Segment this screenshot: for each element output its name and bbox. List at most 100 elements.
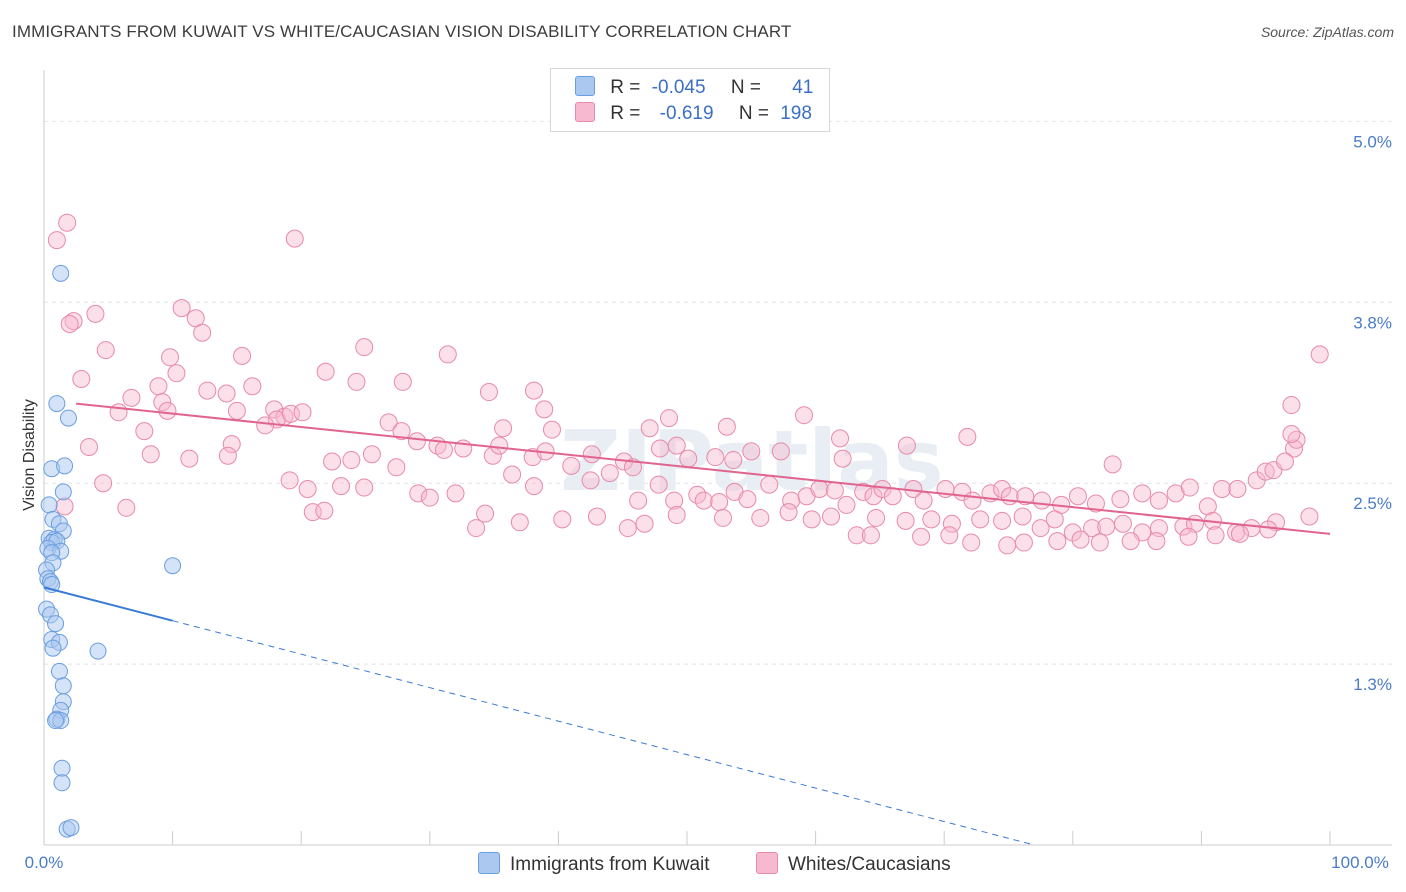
data-point-whites xyxy=(315,501,334,520)
x-tick-label: 100.0% xyxy=(1331,853,1389,872)
legend-r-label: R = xyxy=(610,103,641,124)
data-point-kuwait xyxy=(54,677,72,695)
data-point-whites xyxy=(1090,533,1109,552)
data-point-whites xyxy=(640,419,659,438)
data-point-whites xyxy=(1310,345,1329,364)
data-point-whites xyxy=(293,403,312,422)
data-point-kuwait xyxy=(53,774,71,792)
data-point-whites xyxy=(1212,479,1231,498)
data-point-whites xyxy=(362,445,381,464)
bottom-legend-kuwait: Immigrants from Kuwait xyxy=(478,852,710,876)
data-point-whites xyxy=(80,438,99,457)
data-point-kuwait xyxy=(50,662,68,680)
data-point-whites xyxy=(167,364,186,383)
trend-line-whites xyxy=(76,402,1331,535)
data-point-whites xyxy=(256,416,275,435)
data-point-whites xyxy=(810,479,829,498)
data-point-whites xyxy=(649,475,668,494)
data-point-whites xyxy=(582,445,601,464)
data-point-whites xyxy=(659,409,678,428)
data-point-whites xyxy=(222,435,241,454)
data-point-whites xyxy=(993,511,1012,530)
legend-swatch-pink xyxy=(575,102,595,122)
data-point-whites xyxy=(1113,514,1132,533)
data-point-whites xyxy=(795,406,814,425)
data-point-whites xyxy=(1300,507,1319,526)
data-point-whites xyxy=(1045,510,1064,529)
trend-lines xyxy=(43,402,1331,846)
data-point-whites xyxy=(963,491,982,510)
data-point-whites xyxy=(434,440,453,459)
data-point-whites xyxy=(172,299,191,318)
legend-n-label: N = xyxy=(738,103,769,124)
data-point-whites xyxy=(479,383,498,402)
data-point-whites xyxy=(141,445,160,464)
data-point-kuwait xyxy=(59,409,77,427)
data-point-whites xyxy=(847,526,866,545)
data-point-whites xyxy=(600,464,619,483)
data-point-whites xyxy=(553,510,572,529)
data-point-whites xyxy=(710,493,729,512)
data-point-whites xyxy=(342,451,361,470)
data-point-whites xyxy=(1032,491,1051,510)
data-point-whites xyxy=(635,514,654,533)
y-tick-label: 2.5% xyxy=(1353,494,1392,513)
data-point-whites xyxy=(285,229,304,248)
y-tick-label: 5.0% xyxy=(1353,132,1392,151)
data-point-whites xyxy=(1013,507,1032,526)
data-point-whites xyxy=(1282,396,1301,415)
data-point-whites xyxy=(233,346,252,365)
data-point-whites xyxy=(60,315,79,334)
data-point-kuwait xyxy=(48,395,66,413)
data-point-whites xyxy=(265,400,284,419)
legend-n-value: 41 xyxy=(792,77,814,98)
data-point-whites xyxy=(243,377,262,396)
data-point-whites xyxy=(407,432,426,451)
data-point-whites xyxy=(833,449,852,468)
data-point-whites xyxy=(896,511,915,530)
series-immigrants-from-kuwait xyxy=(38,264,182,838)
data-point-whites xyxy=(1063,523,1082,542)
data-point-whites xyxy=(837,495,856,514)
data-point-whites xyxy=(446,484,465,503)
data-point-whites xyxy=(667,436,686,455)
data-point-whites xyxy=(694,491,713,510)
bottom-legend-whites: Whites/Caucasians xyxy=(756,852,951,876)
y-axis-label: Vision Disability xyxy=(21,399,38,511)
data-point-whites xyxy=(490,436,509,455)
data-point-whites xyxy=(303,503,322,522)
data-point-whites xyxy=(135,422,154,441)
data-point-whites xyxy=(1111,490,1130,509)
data-point-whites xyxy=(1083,519,1102,538)
data-point-whites xyxy=(1121,532,1140,551)
data-point-kuwait xyxy=(56,457,74,475)
legend-n-value: 198 xyxy=(780,103,812,124)
data-point-whites xyxy=(280,471,299,490)
data-point-kuwait xyxy=(47,615,65,633)
data-point-whites xyxy=(1149,491,1168,510)
data-point-whites xyxy=(760,475,779,494)
data-point-whites xyxy=(922,510,941,529)
data-point-whites xyxy=(1097,517,1116,536)
data-point-whites xyxy=(476,504,495,523)
data-point-whites xyxy=(109,403,128,422)
data-point-whites xyxy=(1014,533,1033,552)
data-point-whites xyxy=(392,422,411,441)
data-point-whites xyxy=(323,452,342,471)
data-point-whites xyxy=(1266,513,1285,532)
data-point-whites xyxy=(347,372,366,391)
data-point-whites xyxy=(1180,478,1199,497)
data-point-kuwait xyxy=(164,557,182,575)
data-point-whites xyxy=(738,490,757,509)
data-point-whites xyxy=(667,506,686,525)
data-point-whites xyxy=(47,231,66,250)
chart-title: IMMIGRANTS FROM KUWAIT VS WHITE/CAUCASIA… xyxy=(12,22,792,41)
data-point-kuwait xyxy=(40,496,58,514)
data-point-whites xyxy=(831,429,850,448)
data-point-whites xyxy=(679,449,698,468)
data-point-whites xyxy=(161,348,180,367)
data-point-whites xyxy=(58,213,77,232)
data-point-whites xyxy=(227,401,246,420)
data-point-whites xyxy=(542,420,561,439)
data-point-whites xyxy=(467,519,486,538)
